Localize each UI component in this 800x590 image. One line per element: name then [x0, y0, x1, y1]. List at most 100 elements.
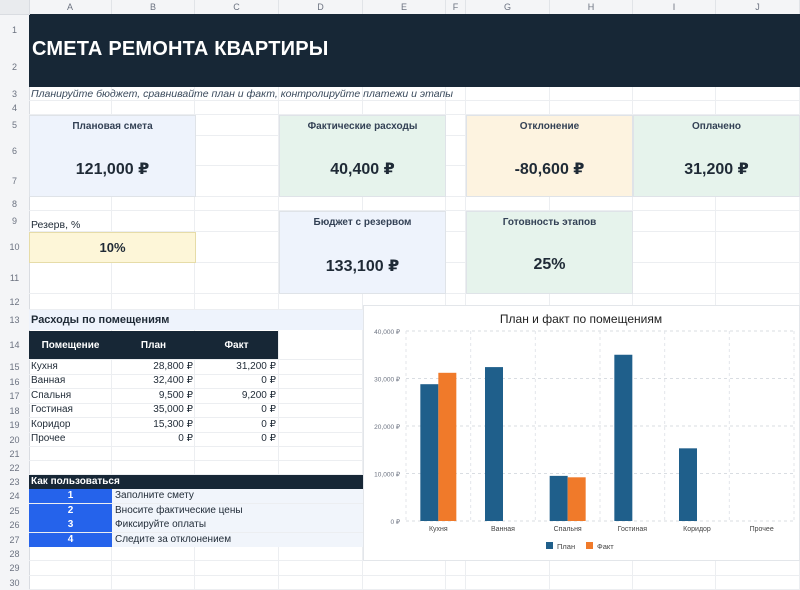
cell-plan[interactable]: 35,000 ₽ — [153, 404, 193, 416]
cell-room[interactable]: Коридор — [31, 418, 71, 430]
col-header-room[interactable]: Помещение — [29, 331, 112, 359]
row-header-20[interactable]: 20 — [0, 433, 30, 447]
y-tick-label: 40,000 ₽ — [374, 328, 401, 336]
howto-step: 3 Фиксируйте оплаты — [29, 518, 363, 533]
bar-plan — [420, 384, 439, 521]
legend-label: План — [557, 542, 575, 551]
row-header-26[interactable]: 26 — [0, 518, 30, 533]
x-tick-label: Гостиная — [618, 526, 648, 533]
row-header-6[interactable]: 6 — [0, 136, 30, 166]
cell-plan[interactable]: 28,800 ₽ — [153, 360, 193, 372]
row-header-24[interactable]: 24 — [0, 489, 30, 504]
row-header-28[interactable]: 28 — [0, 547, 30, 561]
row-header-22[interactable]: 22 — [0, 461, 30, 475]
row-header-13[interactable]: 13 — [0, 310, 30, 330]
sheet-title: СМЕТА РЕМОНТА КВАРТИРЫ — [32, 38, 329, 60]
cell-fact[interactable]: 0 ₽ — [261, 375, 276, 387]
budget-with-reserve-card[interactable]: Бюджет с резервом 133,100 ₽ — [279, 211, 446, 294]
row-header-17[interactable]: 17 — [0, 389, 30, 404]
cell-fact[interactable]: 0 ₽ — [261, 433, 276, 445]
row-header-16[interactable]: 16 — [0, 375, 30, 389]
row-header-14[interactable]: 14 — [0, 330, 30, 360]
row-header-3[interactable]: 3 — [0, 87, 30, 101]
title-banner: СМЕТА РЕМОНТА КВАРТИРЫ — [29, 14, 800, 87]
column-header-d[interactable]: D — [279, 0, 363, 14]
cell-plan[interactable]: 32,400 ₽ — [153, 375, 193, 387]
row-header-1[interactable]: 1 — [0, 14, 30, 47]
deviation-card[interactable]: Отклонение -80,600 ₽ — [466, 115, 633, 197]
reserve-input-cell[interactable]: 10% — [29, 232, 196, 263]
card-value: 40,400 ₽ — [330, 161, 395, 178]
cell-plan[interactable]: 15,300 ₽ — [153, 418, 193, 430]
card-value: -80,600 ₽ — [514, 161, 585, 178]
grid-line — [194, 14, 195, 590]
y-tick-label: 10,000 ₽ — [374, 471, 401, 479]
table-row[interactable]: Ванная 32,400 ₽ 0 ₽ — [29, 374, 278, 389]
column-header-j[interactable]: J — [716, 0, 800, 14]
column-header-i[interactable]: I — [633, 0, 716, 14]
bar-plan — [485, 367, 503, 521]
row-header-19[interactable]: 19 — [0, 418, 30, 433]
cell-room[interactable]: Гостиная — [31, 404, 73, 416]
row-header-10[interactable]: 10 — [0, 232, 30, 263]
row-header-5[interactable]: 5 — [0, 115, 30, 136]
card-label: Оплачено — [692, 121, 741, 132]
column-header-c[interactable]: C — [195, 0, 279, 14]
table-row[interactable]: Спальня 9,500 ₽ 9,200 ₽ — [29, 388, 278, 403]
cell-fact[interactable]: 9,200 ₽ — [241, 389, 276, 401]
cell-fact[interactable]: 0 ₽ — [261, 404, 276, 416]
select-all-corner[interactable] — [0, 0, 30, 15]
row-header-9[interactable]: 9 — [0, 211, 30, 232]
row-header-12[interactable]: 12 — [0, 294, 30, 310]
column-header-h[interactable]: H — [550, 0, 633, 14]
rooms-section-band — [29, 310, 363, 330]
row-header-25[interactable]: 25 — [0, 504, 30, 518]
col-header-fact[interactable]: Факт — [195, 331, 278, 359]
step-text: Заполните смету — [115, 490, 194, 501]
paid-card[interactable]: Оплачено 31,200 ₽ — [633, 115, 800, 197]
cell-fact[interactable]: 0 ₽ — [261, 418, 276, 430]
row-header-29[interactable]: 29 — [0, 561, 30, 576]
actual-expenses-card[interactable]: Фактические расходы 40,400 ₽ — [279, 115, 446, 197]
cell-room[interactable]: Прочее — [31, 433, 66, 445]
planned-estimate-card[interactable]: Плановая смета 121,000 ₽ — [29, 115, 196, 197]
cell-plan[interactable]: 0 ₽ — [178, 433, 193, 445]
readiness-card[interactable]: Готовность этапов 25% — [466, 211, 633, 294]
row-header-11[interactable]: 11 — [0, 263, 30, 294]
row-header-8[interactable]: 8 — [0, 197, 30, 211]
cell-room[interactable]: Кухня — [31, 360, 58, 372]
table-row[interactable]: Гостиная 35,000 ₽ 0 ₽ — [29, 403, 278, 418]
howto-step: 4 Следите за отклонением — [29, 533, 363, 548]
bar-fact — [438, 372, 457, 521]
grid-line — [549, 14, 550, 590]
column-header-a[interactable]: A — [29, 0, 112, 14]
row-header-2[interactable]: 2 — [0, 47, 30, 87]
col-header-plan[interactable]: План — [112, 331, 195, 359]
row-header-27[interactable]: 27 — [0, 533, 30, 547]
table-row[interactable]: Коридор 15,300 ₽ 0 ₽ — [29, 417, 278, 432]
reserve-label: Резерв, % — [31, 219, 81, 231]
bar-plan — [549, 475, 568, 521]
cell-plan[interactable]: 9,500 ₽ — [158, 389, 193, 401]
column-header-g[interactable]: G — [466, 0, 550, 14]
row-header-7[interactable]: 7 — [0, 166, 30, 197]
row-header-21[interactable]: 21 — [0, 447, 30, 461]
card-label: Фактические расходы — [307, 121, 418, 132]
cell-fact[interactable]: 31,200 ₽ — [236, 360, 276, 372]
column-header-e[interactable]: E — [363, 0, 446, 14]
table-row[interactable]: Кухня 28,800 ₽ 31,200 ₽ — [29, 359, 278, 374]
row-header-30[interactable]: 30 — [0, 576, 30, 590]
x-tick-label: Коридор — [683, 526, 711, 533]
row-header-23[interactable]: 23 — [0, 475, 30, 489]
howto-step: 1 Заполните смету — [29, 489, 363, 504]
column-header-b[interactable]: B — [112, 0, 195, 14]
table-row[interactable]: Прочее 0 ₽ 0 ₽ — [29, 432, 278, 447]
row-header-15[interactable]: 15 — [0, 360, 30, 375]
row-header-4[interactable]: 4 — [0, 101, 30, 115]
grid-line — [465, 14, 466, 590]
plan-fact-chart[interactable]: План и факт по помещениям 0 ₽ 10,000 ₽ 20,0… — [363, 305, 800, 561]
column-header-f[interactable]: F — [446, 0, 466, 14]
cell-room[interactable]: Спальня — [31, 389, 72, 401]
row-header-18[interactable]: 18 — [0, 404, 30, 418]
cell-room[interactable]: Ванная — [31, 375, 66, 387]
